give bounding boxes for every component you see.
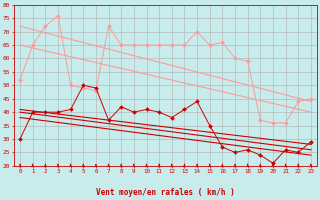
X-axis label: Vent moyen/en rafales ( km/h ): Vent moyen/en rafales ( km/h ): [96, 188, 235, 197]
